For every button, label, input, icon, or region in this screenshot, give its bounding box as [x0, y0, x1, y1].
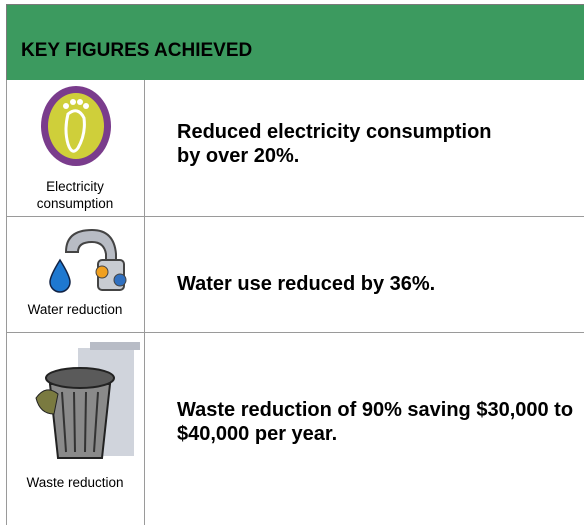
- border: [6, 216, 584, 217]
- header: KEY FIGURES ACHIEVED: [6, 4, 584, 80]
- icon-label: Waste reduction: [20, 474, 130, 491]
- figure-text: Waste reduction of 90% saving $30,000 to…: [177, 398, 584, 446]
- border: [6, 332, 584, 333]
- page: KEY FIGURES ACHIEVED Electricity consump…: [0, 0, 584, 529]
- border: [6, 80, 7, 525]
- figure-text: Reduced electricity consumption by over …: [177, 120, 507, 168]
- waste-icon: [30, 338, 140, 468]
- electricity-icon: [38, 84, 114, 170]
- figure-text: Water use reduced by 36%.: [177, 272, 577, 296]
- water-icon: [46, 222, 136, 302]
- icon-label: Water reduction: [20, 301, 130, 318]
- header-title: KEY FIGURES ACHIEVED: [21, 40, 252, 62]
- icon-label: Electricity consumption: [20, 178, 130, 212]
- border: [144, 80, 145, 525]
